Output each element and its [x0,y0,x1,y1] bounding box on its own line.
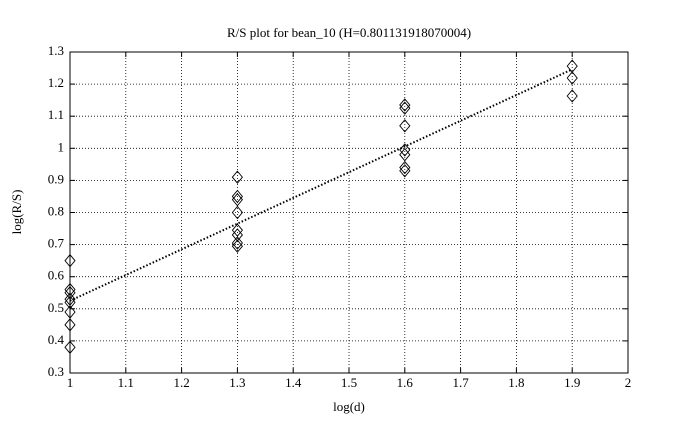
chart-title: R/S plot for bean_10 (H=0.80113191807000… [227,25,471,40]
data-point [399,119,411,133]
x-tick-label: 1.5 [341,375,357,390]
y-tick-label: 1.2 [48,75,64,90]
data-point [399,148,411,162]
x-tick-label: 1.2 [173,375,189,390]
data-point [64,286,76,300]
fit-line [69,68,573,302]
x-tick-label: 1.9 [564,375,580,390]
data-point [64,340,76,355]
data-point [64,282,76,297]
data-point [566,59,578,73]
x-tick-label: 1.1 [118,375,134,390]
y-tick-label: 0.7 [48,236,65,251]
y-tick-label: 0.5 [48,300,64,315]
y-tick-label: 0.6 [48,268,65,283]
y-tick-label: 0.4 [48,332,65,347]
x-tick-label: 1 [67,375,74,390]
data-point [399,160,411,175]
data-point [64,253,76,268]
data-point [231,205,243,220]
data-point [399,143,411,157]
x-tick-label: 2 [625,375,632,390]
x-axis-label: log(d) [333,399,365,414]
y-axis-label: log(R/S) [9,190,24,235]
y-tick-label: 1.3 [48,43,64,58]
y-tick-label: 0.9 [48,171,64,186]
y-tick-label: 1 [58,139,65,154]
data-point [64,318,76,332]
data-point [399,101,411,115]
data-point [231,223,243,237]
data-point [231,239,243,253]
data-point [231,189,243,204]
data-point [231,236,243,250]
data-point [566,89,578,103]
data-point [399,98,411,112]
data-point [64,305,76,319]
data-point [231,170,243,184]
x-tick-label: 1.7 [452,375,469,390]
data-point [231,192,243,207]
x-tick-label: 1.3 [229,375,245,390]
x-tick-label: 1.4 [285,375,302,390]
x-tick-label: 1.8 [508,375,524,390]
data-point [399,164,411,178]
x-tick-label: 1.6 [397,375,414,390]
data-point [64,292,76,306]
data-point [64,295,76,310]
data-point [231,228,243,242]
y-tick-label: 1.1 [48,107,64,122]
data-point [566,71,578,85]
y-tick-label: 0.3 [48,364,64,379]
y-tick-label: 0.8 [48,203,64,218]
